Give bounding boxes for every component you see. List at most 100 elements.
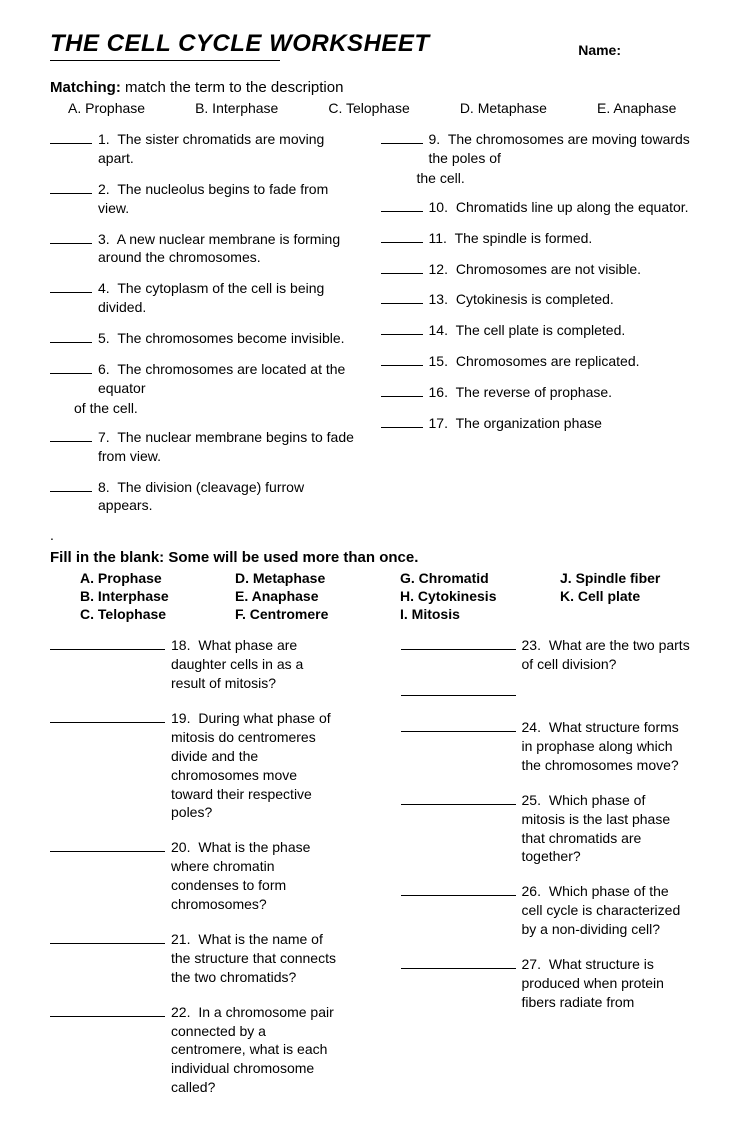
answer-blank[interactable] (381, 290, 423, 304)
question-body: 16. The reverse of prophase. (429, 383, 613, 402)
question-text: Cytokinesis is completed. (448, 291, 614, 307)
answer-blank[interactable] (50, 709, 165, 723)
matching-item: 14. The cell plate is completed. (381, 321, 692, 340)
answer-blank[interactable] (50, 180, 92, 194)
answer-blank[interactable] (50, 130, 92, 144)
question-body: 21. What is the name of the structure th… (169, 930, 341, 987)
question-number: 18. (171, 637, 190, 653)
opt-b: B. Interphase (195, 100, 278, 116)
fill-item: 21. What is the name of the structure th… (50, 930, 341, 987)
answer-blank[interactable] (401, 791, 516, 805)
answer-blank[interactable] (50, 428, 92, 442)
answer-blank[interactable] (401, 882, 516, 896)
answer-blank[interactable] (381, 130, 423, 144)
fill-opt: G. Chromatid (400, 570, 560, 586)
matching-item: 11. The spindle is formed. (381, 229, 692, 248)
fill-opt: K. Cell plate (560, 588, 660, 604)
answer-blank[interactable] (401, 718, 516, 732)
question-text: Chromatids line up along the equator. (448, 199, 689, 215)
answer-blank[interactable] (401, 955, 516, 969)
opt-c: C. Telophase (328, 100, 409, 116)
fill-left-col: 18. What phase are daughter cells in as … (50, 636, 341, 1113)
question-body: 23. What are the two parts of cell divis… (520, 636, 692, 674)
fill-instruction: Some will be used more than once. (168, 549, 418, 566)
question-body: 14. The cell plate is completed. (429, 321, 626, 340)
fill-opt: H. Cytokinesis (400, 588, 560, 604)
question-body: 25. Which phase of mitosis is the last p… (520, 791, 692, 867)
question-continuation: of the cell. (50, 400, 361, 416)
question-body: 17. The organization phase (429, 414, 602, 433)
fill-heading-bold: Fill in the blank: (50, 549, 164, 566)
answer-blank[interactable] (50, 279, 92, 293)
question-number: 19. (171, 710, 190, 726)
answer-blank[interactable] (381, 198, 423, 212)
answer-blank[interactable] (381, 414, 423, 428)
matching-options: A. Prophase B. Interphase C. Telophase D… (50, 100, 691, 116)
question-body: 22. In a chromosome pair connected by a … (169, 1003, 341, 1097)
question-body: 5. The chromosomes become invisible. (98, 329, 345, 348)
name-label: Name: (578, 42, 691, 58)
answer-blank[interactable] (381, 260, 423, 274)
answer-blank[interactable] (50, 230, 92, 244)
question-text: During what phase of mitosis do centrome… (171, 710, 331, 820)
answer-blank[interactable] (50, 930, 165, 944)
question-body: 7. The nuclear membrane begins to fade f… (98, 428, 361, 466)
fill-item: 23. What are the two parts of cell divis… (401, 636, 692, 674)
fill-opt: F. Centromere (235, 606, 400, 622)
opt-d: D. Metaphase (460, 100, 547, 116)
question-number: 4. (98, 280, 110, 296)
fill-item: 26. Which phase of the cell cycle is cha… (401, 882, 692, 939)
answer-blank[interactable] (381, 321, 423, 335)
fill-item: 25. Which phase of mitosis is the last p… (401, 791, 692, 867)
answer-blank[interactable] (50, 478, 92, 492)
answer-blank[interactable] (401, 636, 516, 650)
question-body: 24. What structure forms in prophase alo… (520, 718, 692, 775)
question-body: 26. Which phase of the cell cycle is cha… (520, 882, 692, 939)
question-body: 12. Chromosomes are not visible. (429, 260, 642, 279)
question-number: 3. (98, 231, 110, 247)
answer-blank[interactable] (50, 329, 92, 343)
opt-e: E. Anaphase (597, 100, 676, 116)
question-number: 25. (522, 792, 541, 808)
question-number: 13. (429, 291, 448, 307)
question-number: 21. (171, 931, 190, 947)
question-body: 9. The chromosomes are moving towards th… (429, 130, 692, 168)
fill-opt: A. Prophase (80, 570, 235, 586)
question-text: The nucleolus begins to fade from view. (98, 181, 328, 216)
header-row: THE CELL CYCLE WORKSHEET Name: (50, 30, 691, 58)
answer-blank[interactable] (381, 229, 423, 243)
question-number: 26. (522, 883, 541, 899)
answer-blank-extra[interactable] (401, 682, 516, 696)
question-body: 8. The division (cleavage) furrow appear… (98, 478, 361, 516)
question-text: What structure forms in prophase along w… (522, 719, 679, 773)
question-text: In a chromosome pair connected by a cent… (171, 1004, 334, 1096)
matching-item: 3. A new nuclear membrane is forming aro… (50, 230, 361, 268)
question-body: 13. Cytokinesis is completed. (429, 290, 614, 309)
matching-item: 16. The reverse of prophase. (381, 383, 692, 402)
question-number: 14. (429, 322, 448, 338)
matching-item: 7. The nuclear membrane begins to fade f… (50, 428, 361, 466)
fill-opt: E. Anaphase (235, 588, 400, 604)
question-text: The organization phase (448, 415, 602, 431)
question-body: 20. What is the phase where chromatin co… (169, 838, 341, 914)
matching-item: 1. The sister chromatids are moving apar… (50, 130, 361, 168)
fill-item: 27. What structure is produced when prot… (401, 955, 692, 1012)
answer-blank[interactable] (50, 636, 165, 650)
answer-blank[interactable] (381, 352, 423, 366)
opt-a: A. Prophase (68, 100, 145, 116)
answer-blank[interactable] (381, 383, 423, 397)
matching-item: 17. The organization phase (381, 414, 692, 433)
question-body: 4. The cytoplasm of the cell is being di… (98, 279, 361, 317)
question-body: 18. What phase are daughter cells in as … (169, 636, 341, 693)
question-number: 5. (98, 330, 110, 346)
fill-opt: B. Interphase (80, 588, 235, 604)
answer-blank[interactable] (50, 360, 92, 374)
answer-blank[interactable] (50, 1003, 165, 1017)
question-text: The chromosomes become invisible. (110, 330, 345, 346)
question-text: The chromosomes are moving towards the p… (429, 131, 690, 166)
matching-left-col: 1. The sister chromatids are moving apar… (50, 130, 361, 527)
fill-item: 24. What structure forms in prophase alo… (401, 718, 692, 775)
answer-blank[interactable] (50, 838, 165, 852)
question-body: 2. The nucleolus begins to fade from vie… (98, 180, 361, 218)
fill-item: 19. During what phase of mitosis do cent… (50, 709, 341, 822)
